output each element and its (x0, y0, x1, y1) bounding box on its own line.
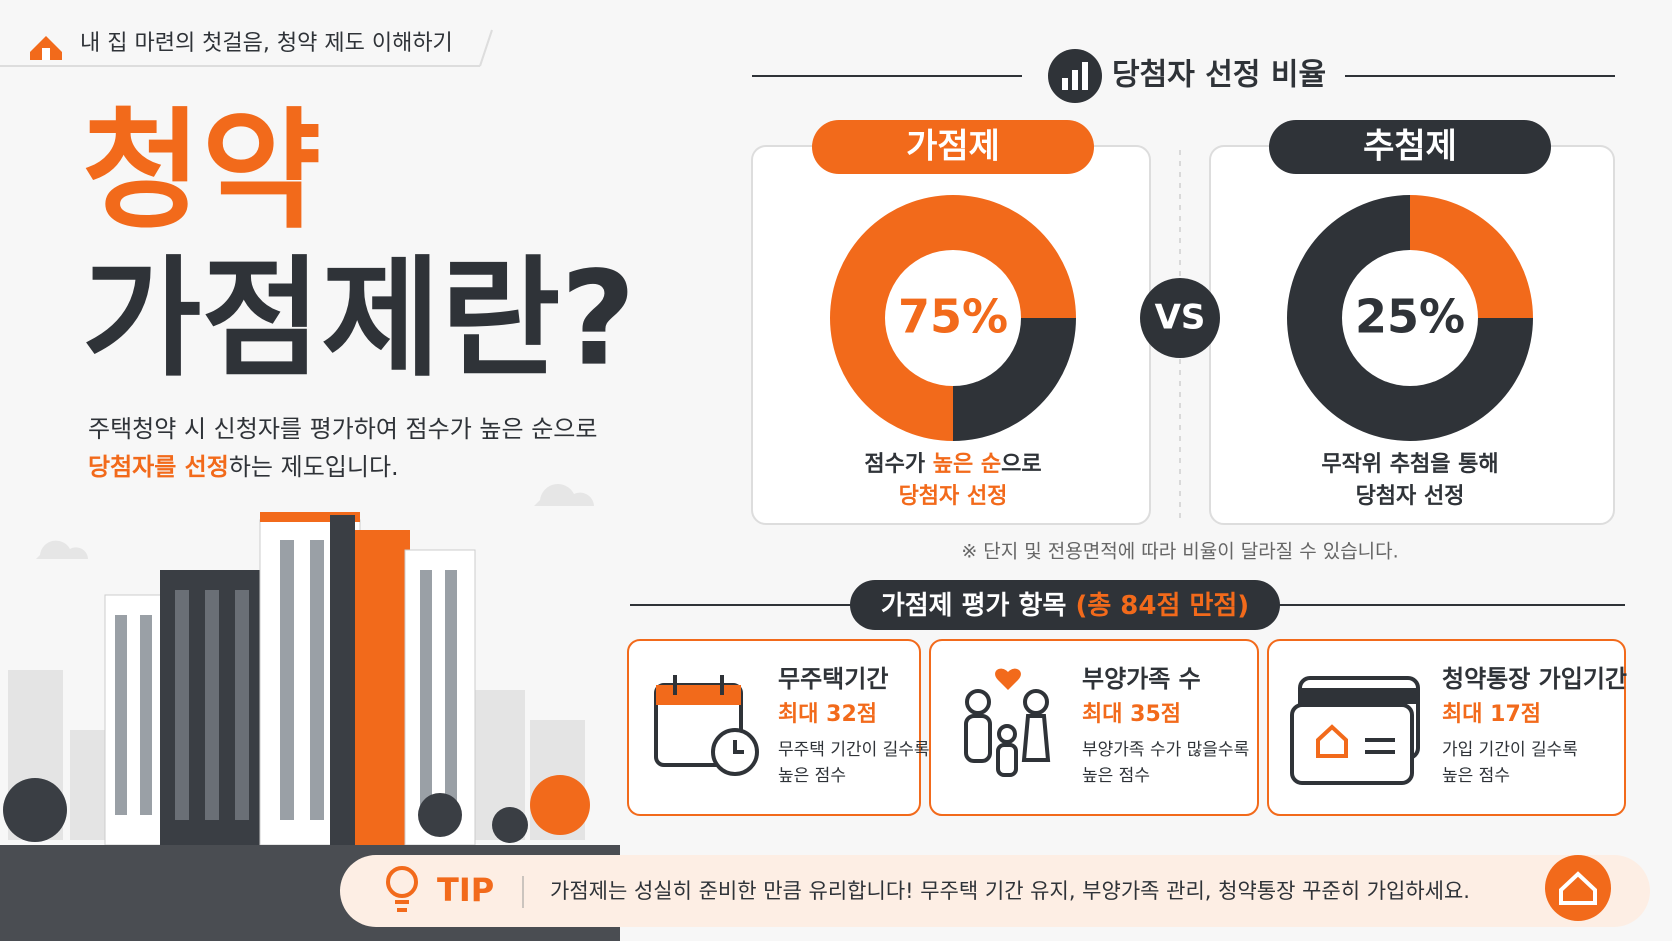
section-title: 당첨자 선정 비율 (1112, 58, 1326, 93)
note: ※ 단지 및 전용면적에 따라 비율이 달라질 수 있습니다. (961, 541, 1398, 563)
item-desc: 가입 기간이 길수록 (1442, 740, 1578, 760)
header: 내 집 마련의 첫걸음, 청약 제도 이해하기 (0, 29, 493, 67)
caption-part: 무작위 추첨을 통해 (1321, 452, 1498, 477)
value-label: 75% (898, 290, 1008, 344)
chart-icon-bars (1062, 62, 1088, 90)
vs-label: VS (1155, 298, 1206, 338)
home-badge-icon (1559, 871, 1597, 905)
hero-description: 당첨자를 선정하는 제도입니다. (88, 453, 399, 481)
donut-slice (953, 318, 1076, 441)
caption: 무작위 추첨을 통해 (1321, 452, 1498, 477)
text: 가점제 평가 항목 (881, 591, 1076, 621)
item-max: 최대 17점 (1442, 702, 1541, 727)
item-max: 최대 35점 (1082, 702, 1181, 727)
bankbook-icon (1290, 676, 1420, 785)
caption-part: 점수가 (864, 452, 932, 477)
item-desc: 높은 점수 (778, 766, 846, 786)
header-rule (479, 29, 493, 67)
header-title: 내 집 마련의 첫걸음, 청약 제도 이해하기 (80, 31, 453, 56)
chart-title: 추첨제 (1363, 127, 1457, 167)
item-desc: 높은 점수 (1442, 766, 1510, 786)
caption: 당첨자 선정 (1356, 484, 1465, 509)
text: 하는 제도입니다. (229, 453, 399, 481)
caption-part: 높은 순 (933, 452, 1001, 477)
chart-title: 가점제 (906, 127, 1000, 167)
tip-text: 가점제는 성실히 준비한 만큼 유리합니다! 무주택 기간 유지, 부양가족 관… (550, 879, 1470, 903)
vs-badge (1140, 278, 1220, 358)
tip-label: TIP (437, 871, 494, 909)
value-label: 25% (1355, 290, 1465, 344)
tip-bar (340, 855, 1650, 927)
family-icon (964, 668, 1051, 777)
caption-part: 으로 (1001, 452, 1041, 477)
chart-title-pill (1269, 120, 1551, 174)
home-icon-door (42, 48, 50, 60)
item-title: 무주택기간 (778, 665, 888, 693)
caption: 당첨자 선정 (899, 484, 1008, 509)
section-title: 가점제 평가 항목 (총 84점 만점) (881, 591, 1249, 621)
item-title: 청약통장 가입기간 (1442, 665, 1627, 693)
caption: 점수가 높은 순으로 (864, 452, 1041, 477)
calendar-icon (654, 675, 759, 776)
section-pill (850, 580, 1280, 630)
item-max: 최대 32점 (778, 702, 877, 727)
item-desc: 높은 점수 (1082, 766, 1150, 786)
total: (총 84점 만점) (1075, 591, 1249, 621)
donut-slice (1410, 195, 1533, 318)
item-desc: 부양가족 수가 많을수록 (1082, 740, 1249, 760)
home-badge (1545, 855, 1611, 921)
item-desc: 무주택 기간이 길수록 (778, 740, 930, 760)
hero-title: 청약 (82, 95, 321, 247)
hero-title: 가점제란? (82, 243, 636, 395)
item-title: 부양가족 수 (1082, 665, 1201, 693)
hero-description: 주택청약 시 신청자를 평가하여 점수가 높은 순으로 (88, 415, 597, 443)
donut-slice (830, 195, 1076, 441)
highlight: 당첨자를 선정 (88, 453, 229, 481)
chart-title-pill (812, 120, 1094, 174)
bulb-icon (386, 866, 418, 912)
donut-slice (1287, 195, 1533, 441)
